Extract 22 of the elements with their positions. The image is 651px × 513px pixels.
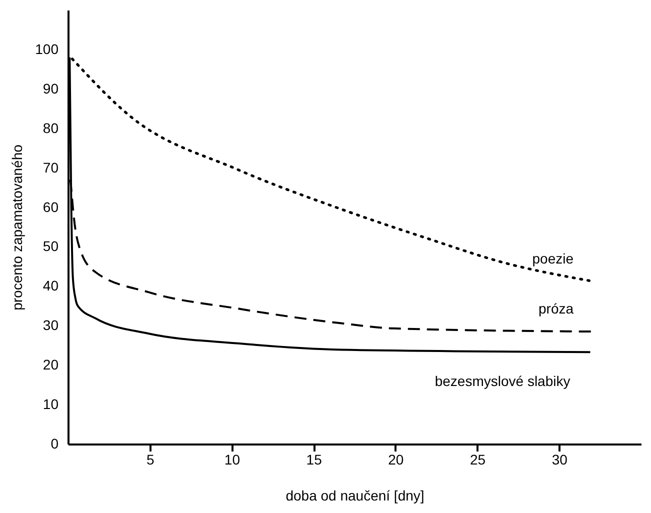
- y-tick-label: 0: [50, 436, 59, 452]
- y-tick-label: 100: [35, 40, 59, 57]
- series-label: próza: [538, 300, 574, 317]
- x-tick-label: 10: [224, 452, 240, 468]
- y-tick-label: 10: [42, 396, 59, 412]
- x-tick-label: 30: [552, 452, 568, 468]
- x-tick-label: 20: [388, 452, 404, 468]
- x-axis-title: doba od naučení [dny]: [286, 488, 424, 504]
- y-tick-label: 80: [42, 120, 59, 136]
- y-tick-label: 20: [42, 356, 59, 373]
- series-label: poezie: [532, 250, 574, 266]
- series-label: bezesmyslové slabiky: [434, 373, 570, 390]
- x-tick-label: 5: [146, 452, 154, 468]
- y-tick-label: 60: [42, 198, 59, 215]
- y-axis-title: procento zapamatovaného: [9, 144, 26, 310]
- y-tick-label: 40: [42, 278, 59, 294]
- x-tick-label: 25: [470, 452, 486, 468]
- y-tick-label: 30: [42, 317, 59, 334]
- y-tick-label: 70: [42, 159, 59, 176]
- y-tick-label: 90: [42, 80, 59, 96]
- x-tick-label: 15: [306, 452, 322, 468]
- y-tick-label: 50: [42, 238, 59, 254]
